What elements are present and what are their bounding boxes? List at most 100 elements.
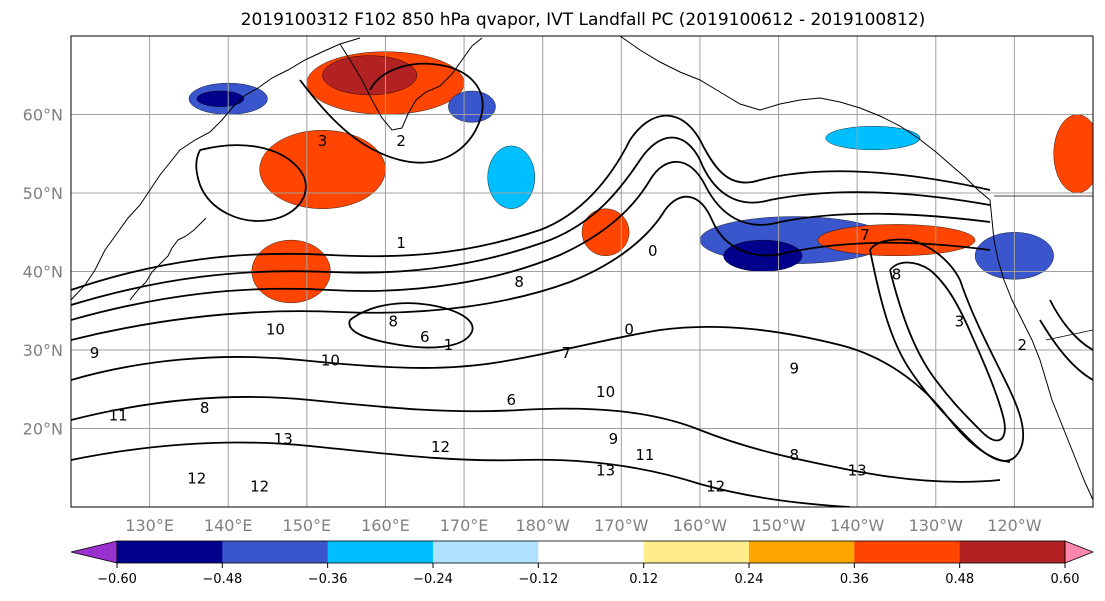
- coastline-north-america: [989, 199, 1093, 501]
- contour-label: 13: [848, 462, 867, 480]
- colorbar-tick-label: −0.24: [413, 572, 453, 587]
- longitude-label: 160°E: [361, 516, 410, 535]
- colorbar-tick-label: −0.36: [308, 572, 348, 587]
- contour-label: 8: [789, 446, 799, 464]
- colorbar-tick-label: 0.12: [629, 572, 658, 587]
- contour-line: [299, 62, 484, 164]
- anomaly-patch: [487, 145, 536, 209]
- colorbar-tick-label: 0.36: [840, 572, 869, 587]
- latitude-label: 60°N: [23, 106, 63, 125]
- contour-label: 3: [318, 132, 328, 150]
- map-title: 2019100312 F102 850 hPa qvapor, IVT Land…: [241, 10, 926, 30]
- contour-line: [71, 441, 851, 507]
- colorbar-segment: [854, 541, 961, 563]
- contour-label: 9: [609, 430, 619, 448]
- longitude-label: 130°E: [125, 516, 174, 535]
- latitude-label: 20°N: [23, 420, 63, 439]
- coastline-asia: [71, 37, 361, 301]
- contour-label: 9: [789, 360, 799, 378]
- contour-label: 12: [250, 477, 269, 495]
- anomaly-patch: [581, 208, 630, 256]
- contour-label: 0: [648, 242, 658, 260]
- contour-line: [71, 114, 991, 291]
- contour-label: 11: [635, 446, 654, 464]
- colorbar-segment: [327, 541, 434, 563]
- anomaly-patch: [448, 90, 496, 123]
- contour-line: [869, 238, 1025, 462]
- coastline-kamchatka: [339, 37, 483, 131]
- contour-label: 1: [396, 234, 406, 252]
- colorbar: −0.60 −0.48 −0.36 −0.24 −0.12 0.12 0.24 0.36 0.4…: [70, 540, 1095, 587]
- contour-line: [71, 396, 1001, 483]
- longitude-label: 130°W: [909, 516, 964, 535]
- map-frame: [70, 35, 1094, 508]
- colorbar-tick-label: 0.48: [945, 572, 974, 587]
- latitude-labels: 20°N 30°N 40°N 50°N 60°N: [23, 106, 63, 439]
- longitude-label: 140°W: [830, 516, 885, 535]
- longitude-label: 150°W: [751, 516, 806, 535]
- anomaly-patch: [196, 90, 245, 107]
- longitude-label: 150°E: [283, 516, 332, 535]
- contour-label: 12: [706, 477, 725, 495]
- contour-line: [71, 325, 1011, 463]
- colorbar-segment: [222, 541, 329, 563]
- colorbar-tick-label: −0.60: [97, 572, 137, 587]
- contour-label: 1: [444, 336, 454, 354]
- anomaly-patch: [825, 126, 921, 151]
- contour-line: [348, 302, 474, 349]
- colorbar-segment: [433, 541, 539, 563]
- colorbar-outline: [116, 540, 1066, 564]
- longitude-label: 170°W: [594, 516, 649, 535]
- border-us-mexico: [1045, 329, 1093, 341]
- colorbar-tick-label: −0.12: [518, 572, 558, 587]
- longitude-label: 160°W: [673, 516, 728, 535]
- contour-line: [195, 144, 307, 222]
- contour-label: 0: [624, 320, 634, 338]
- coastline-alaska: [619, 36, 991, 201]
- latitude-label: 30°N: [23, 341, 63, 360]
- contour-label: 13: [596, 462, 615, 480]
- contour-label: 8: [389, 312, 399, 330]
- colorbar-tick-label: 0.24: [735, 572, 764, 587]
- colorbar-segment: [643, 541, 750, 563]
- colorbar-segment: [538, 541, 645, 563]
- contour-line: [71, 195, 991, 341]
- contour-line: [889, 261, 1006, 442]
- contour-label: 2: [1017, 336, 1027, 354]
- contour-label: 8: [892, 265, 902, 283]
- colorbar-tick-label: 0.60: [1051, 572, 1080, 587]
- contour-label: 10: [596, 383, 615, 401]
- contour-line: [71, 136, 991, 306]
- contour-label: 10: [321, 352, 340, 370]
- contour-line: [1049, 299, 1093, 351]
- contour-label: 8: [514, 273, 524, 291]
- contour-label: 10: [266, 320, 285, 338]
- contour-label: 7: [860, 226, 870, 244]
- longitude-label: 180°W: [516, 516, 571, 535]
- contour-label: 6: [506, 391, 516, 409]
- latitude-label: 50°N: [23, 184, 63, 203]
- longitude-labels: 130°E 140°E 150°E 160°E 170°E 180°W 170°W 160°W…: [125, 516, 1041, 535]
- longitude-label: 140°E: [204, 516, 253, 535]
- contour-label: 12: [431, 438, 450, 456]
- contour-label: 12: [187, 469, 206, 487]
- colorbar-tick-label: −0.48: [202, 572, 242, 587]
- colorbar-extend-right: [1064, 540, 1095, 564]
- contour-label: 2: [396, 132, 406, 150]
- contour-label: 11: [109, 407, 128, 425]
- coastlines: [71, 36, 1093, 501]
- contour-line: [71, 160, 991, 321]
- colorbar-segment: [117, 541, 223, 563]
- anomaly-patch: [1053, 114, 1093, 194]
- colorbar-segment: [749, 541, 855, 563]
- coastline-japan: [129, 217, 207, 301]
- longitude-label: 120°W: [987, 516, 1042, 535]
- contour-label: 3: [955, 312, 965, 330]
- contour-line: [1039, 319, 1093, 381]
- contour-label: 9: [90, 344, 100, 362]
- colorbar-extend-left: [70, 540, 118, 564]
- latitude-label: 40°N: [23, 263, 63, 282]
- contour-label: 6: [420, 328, 430, 346]
